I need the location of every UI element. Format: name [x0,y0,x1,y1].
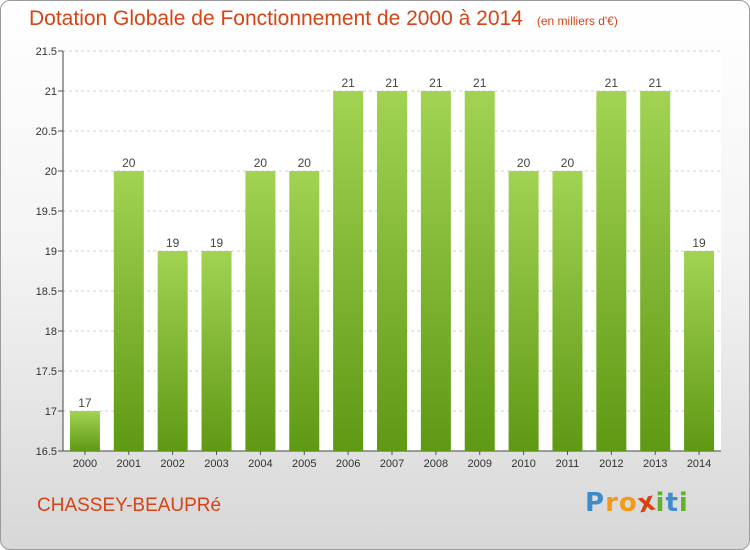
commune-name: CHASSEY-BEAUPRé [37,495,222,516]
y-tick-label: 18 [45,326,57,338]
bar-2000 [69,411,100,451]
logo-letter: r [605,488,619,518]
x-tick-label-2011: 2011 [556,458,580,470]
y-tick-label: 17.5 [36,366,57,378]
y-tick-label: 20.5 [36,126,57,138]
bar-2011 [552,171,583,451]
logo-letter: i [678,488,689,518]
logo-letter: i [655,488,666,518]
bar-2010 [508,171,539,451]
y-tick-label: 17 [45,406,57,418]
data-label-2011: 20 [561,156,575,170]
logo-letter: o [618,488,638,518]
y-tick-label: 16.5 [36,446,57,458]
data-label-2003: 19 [210,236,224,250]
bar-2013 [640,91,671,451]
y-tick-label: 19.5 [36,206,57,218]
bar-2007 [377,91,407,451]
data-label-2000: 17 [78,396,92,410]
bar-2012 [596,91,627,451]
bar-2008 [420,91,451,451]
x-tick-label-2014: 2014 [687,458,711,470]
x-tick-label-2008: 2008 [424,458,448,470]
bar-2006 [333,91,364,451]
x-tick-label-2007: 2007 [380,458,404,470]
x-tick-label-2003: 2003 [204,458,228,470]
y-tick-label: 18.5 [36,286,57,298]
proxiti-logo: Proxiti [585,486,689,519]
data-label-2006: 21 [341,76,355,90]
bar-2003 [201,251,232,451]
data-label-2005: 20 [298,156,312,170]
x-tick-label-2005: 2005 [292,458,316,470]
data-label-2012: 21 [605,76,619,90]
y-tick-label: 19 [45,246,57,258]
y-tick-label: 21.5 [36,46,57,58]
bar-2002 [157,251,188,451]
x-tick-label-2013: 2013 [643,458,667,470]
bar-2005 [289,171,320,451]
data-label-2004: 20 [254,156,268,170]
x-tick-label-2000: 2000 [73,458,97,470]
data-label-2014: 19 [692,236,706,250]
logo-letter: t [665,488,679,518]
chart-title: Dotation Globale de Fonctionnement de 20… [29,7,618,31]
y-tick-label: 20 [45,166,57,178]
x-tick-label-2010: 2010 [511,458,535,470]
bar-2014 [684,251,715,451]
x-tick-label-2009: 2009 [467,458,491,470]
data-label-2007: 21 [385,76,399,90]
data-label-2013: 21 [649,76,663,90]
chart-title-text: Dotation Globale de Fonctionnement de 20… [29,7,523,30]
x-tick-label-2006: 2006 [336,458,360,470]
data-label-2002: 19 [166,236,180,250]
bar-2009 [464,91,495,451]
data-label-2001: 20 [122,156,136,170]
chart-unit: (en milliers d'€) [536,14,618,28]
x-tick-label-2002: 2002 [160,458,184,470]
bar-2001 [113,171,144,451]
y-tick-label: 21 [45,86,57,98]
bar-2004 [245,171,276,451]
data-label-2008: 21 [429,76,443,90]
data-label-2010: 20 [517,156,531,170]
data-label-2009: 21 [473,76,487,90]
x-tick-label-2012: 2012 [599,458,623,470]
x-tick-label-2001: 2001 [117,458,141,470]
logo-letter: P [585,488,606,518]
x-tick-label-2004: 2004 [248,458,272,470]
